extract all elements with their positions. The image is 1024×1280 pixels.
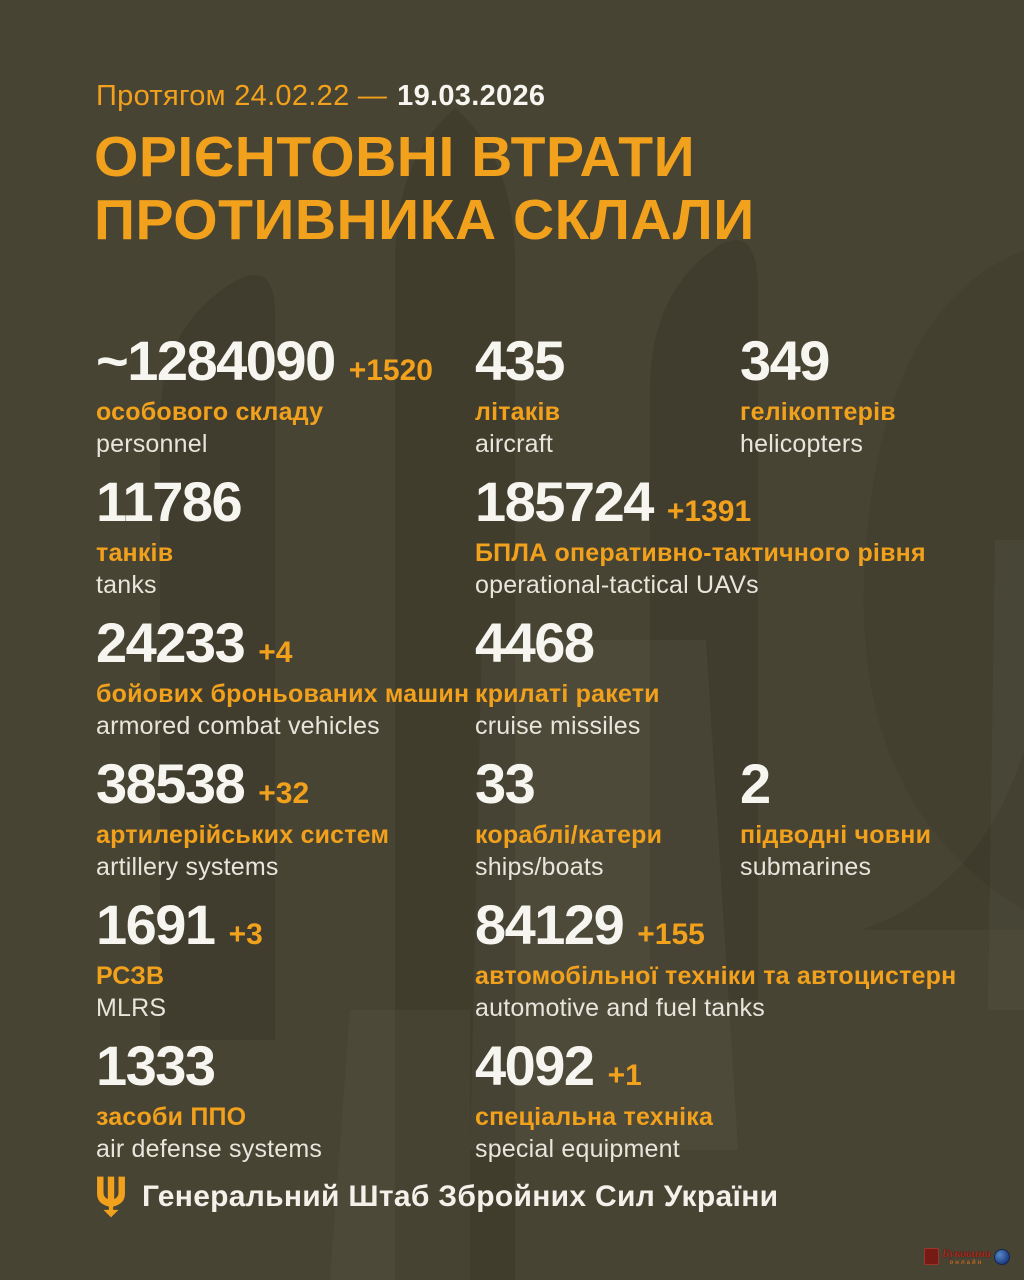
stat-value: 4468: [475, 611, 595, 674]
site-watermark-title: Буковина: [941, 1246, 991, 1260]
stat-label-ua: БПЛА оперативно-тактичного рівня: [475, 539, 926, 567]
stat-label-en: helicopters: [740, 430, 864, 458]
stat-label-ua: засоби ППО: [96, 1103, 247, 1131]
stat-label-ua: підводні човни: [740, 821, 932, 849]
stat-value: 11786: [96, 470, 243, 533]
stat-uavs: 185724 +1391 БПЛА оперативно-тактичного р…: [475, 474, 988, 615]
page-title-line1: ОРІЄНТОВНІ ВТРАТИ: [94, 125, 696, 189]
stat-label-ua: автомобільної техніки та автоцистерн: [475, 962, 957, 990]
stat-label-en: armored combat vehicles: [96, 712, 380, 740]
stat-value: 349: [740, 329, 830, 392]
stat-label-ua: артилерійських систем: [96, 821, 390, 849]
stat-delta: +4: [258, 636, 293, 669]
stat-submarines: 2 підводні човни submarines: [740, 756, 988, 897]
stat-value: 185724: [475, 470, 654, 533]
date-current: 19.03.2026: [397, 80, 546, 112]
stat-label-ua: танків: [96, 539, 174, 567]
stat-delta: +3: [228, 918, 263, 951]
stat-delta: +32: [258, 777, 310, 810]
stat-label-ua: кораблі/катери: [475, 821, 663, 849]
stat-mlrs: 1691 +3 РСЗВ MLRS: [96, 897, 475, 1038]
stat-value: 1333: [96, 1034, 216, 1097]
stat-ships: 33 кораблі/катери ships/boats: [475, 756, 740, 897]
site-emblem-icon: [923, 1248, 939, 1265]
stat-label-ua: крилаті ракети: [475, 680, 660, 708]
stat-personnel: ~1284090 +1520 особового складу personnel: [96, 333, 475, 474]
footer-organization: Генеральний Штаб Збройних Сил України: [142, 1180, 779, 1213]
stat-air-defense: 1333 засоби ППО air defense systems: [96, 1038, 475, 1179]
stat-value: 84129: [475, 893, 625, 956]
stat-value: 4092: [475, 1034, 595, 1097]
stat-value: 2: [740, 752, 771, 815]
stat-label-en: automotive and fuel tanks: [475, 994, 765, 1022]
stat-armored-vehicles: 24233 +4 бойових броньованих машин armore…: [96, 615, 475, 756]
stat-label-en: air defense systems: [96, 1135, 323, 1163]
site-globe-icon: [994, 1248, 1010, 1265]
stat-delta: +1520: [348, 354, 433, 387]
stat-delta: +155: [637, 918, 705, 951]
stat-artillery: 38538 +32 артилерійських систем artillery…: [96, 756, 475, 897]
stat-label-en: artillery systems: [96, 853, 279, 881]
stat-value: 1691: [96, 893, 216, 956]
stat-value: 38538: [96, 752, 246, 815]
date-range-start: Протягом 24.02.22 —: [96, 80, 388, 112]
stat-label-en: special equipment: [475, 1135, 680, 1163]
stat-label-ua: гелікоптерів: [740, 398, 896, 426]
stat-label-ua: літаків: [475, 398, 561, 426]
stat-label-en: submarines: [740, 853, 872, 881]
stat-vehicles-fuel-tanks: 84129 +155 автомобільної техніки та автоц…: [475, 897, 988, 1038]
tryzub-icon: [97, 1176, 125, 1218]
stat-label-en: personnel: [96, 430, 208, 458]
page-title-line2: ПРОТИВНИКА СКЛАЛИ: [94, 188, 755, 252]
stat-label-en: operational-tactical UAVs: [475, 571, 759, 599]
footer: Генеральний Штаб Збройних Сил України: [96, 1176, 778, 1218]
stat-aircraft: 435 літаків aircraft: [475, 333, 740, 474]
stat-label-ua: особового складу: [96, 398, 324, 426]
stat-label-ua: бойових броньованих машин: [96, 680, 470, 708]
stat-value: 435: [475, 329, 565, 392]
stat-helicopters: 349 гелікоптерів helicopters: [740, 333, 988, 474]
stat-label-en: ships/boats: [475, 853, 604, 881]
losses-stats-grid: ~1284090 +1520 особового складу personnel…: [96, 333, 988, 1179]
stat-label-en: aircraft: [475, 430, 554, 458]
site-watermark: Буковина онлайн: [923, 1246, 1010, 1266]
stat-label-ua: спеціальна техніка: [475, 1103, 714, 1131]
stat-value: 33: [475, 752, 536, 815]
stat-label-en: tanks: [96, 571, 157, 599]
stat-label-ua: РСЗВ: [96, 962, 165, 990]
stat-delta: +1: [607, 1059, 642, 1092]
page-title: ОРІЄНТОВНІ ВТРАТИ ПРОТИВНИКА СКЛАЛИ: [94, 126, 755, 252]
date-range-line: Протягом 24.02.22 — 19.03.2026: [96, 80, 545, 113]
stat-value: ~1284090: [96, 329, 336, 392]
stat-special-equipment: 4092 +1 спеціальна техніка special equipm…: [475, 1038, 988, 1179]
stat-label-en: cruise missiles: [475, 712, 641, 740]
stat-cruise-missiles: 4468 крилаті ракети cruise missiles: [475, 615, 988, 756]
site-watermark-subtitle: онлайн: [949, 1260, 984, 1266]
stat-value: 24233: [96, 611, 246, 674]
stat-label-en: MLRS: [96, 994, 167, 1022]
stat-delta: +1391: [666, 495, 752, 528]
stat-tanks: 11786 танків tanks: [96, 474, 475, 615]
